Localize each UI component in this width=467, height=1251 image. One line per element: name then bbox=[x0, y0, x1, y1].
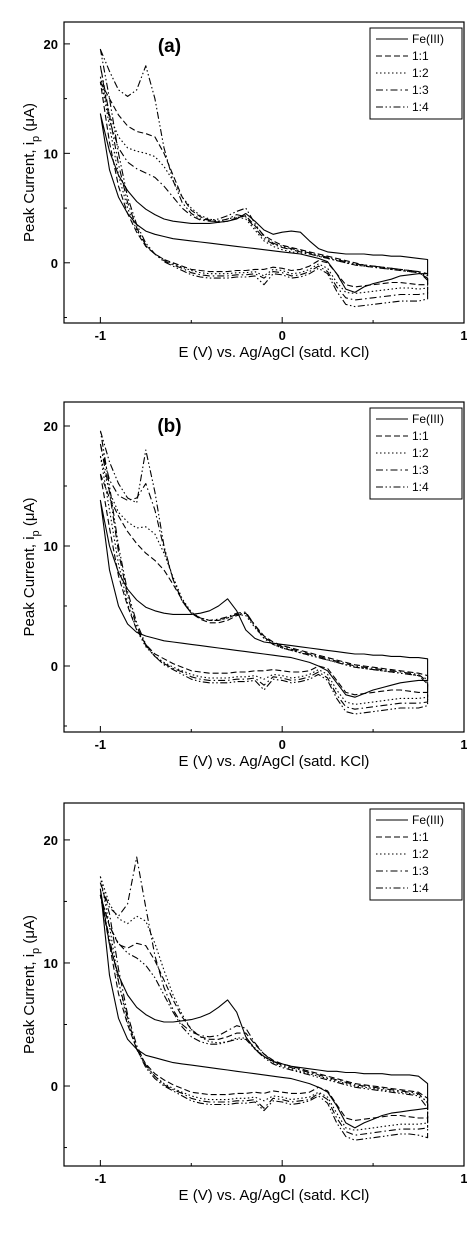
y-tick-label: 10 bbox=[44, 539, 58, 554]
y-axis-title-main: Peak Current, i bbox=[21, 536, 38, 636]
y-tick-label: 0 bbox=[51, 1079, 58, 1094]
y-axis-title-unit: (μA) bbox=[21, 103, 38, 136]
legend-label: 1:1 bbox=[412, 49, 429, 63]
y-tick-label: 0 bbox=[51, 256, 58, 271]
plot-frame bbox=[63, 802, 465, 1167]
plot-frame bbox=[63, 21, 465, 324]
series-line-5 bbox=[99, 894, 429, 1141]
legend: Fe(III) 1:1 1:2 1:3 1:4 bbox=[369, 27, 463, 120]
series-line-5 bbox=[99, 48, 429, 308]
y-tick-label: 0 bbox=[51, 659, 58, 674]
plot-frame bbox=[63, 401, 465, 733]
x-tick-label: -1 bbox=[95, 737, 107, 752]
y-tick-label: 10 bbox=[44, 146, 58, 161]
x-tick-label: 1 bbox=[460, 1171, 467, 1186]
y-axis-title: Peak Current, ip (μA) bbox=[21, 915, 42, 1054]
y-axis-title-unit: (μA) bbox=[21, 498, 38, 531]
y-axis-title-main: Peak Current, i bbox=[21, 954, 38, 1054]
legend-label: Fe(III) bbox=[412, 412, 444, 426]
series-line-3 bbox=[99, 76, 429, 294]
legend: Fe(III) 1:1 1:2 1:3 1:4 bbox=[369, 407, 463, 500]
panel-label: (a) bbox=[158, 36, 181, 57]
series-line-1 bbox=[99, 888, 429, 1129]
series-line-1 bbox=[99, 499, 429, 698]
legend-label: 1:1 bbox=[412, 429, 429, 443]
legend-label: 1:3 bbox=[412, 864, 429, 878]
legend-label: Fe(III) bbox=[412, 32, 444, 46]
legend-label: 1:3 bbox=[412, 83, 429, 97]
x-tick-label: -1 bbox=[95, 1171, 107, 1186]
x-tick-label: 1 bbox=[460, 737, 467, 752]
x-tick-label: 0 bbox=[279, 328, 286, 343]
y-axis-title-subscript: p bbox=[30, 530, 42, 536]
series-line-3 bbox=[99, 876, 429, 1131]
x-axis-title: E (V) vs. Ag/AgCl (satd. KCl) bbox=[179, 344, 370, 361]
series-line-1 bbox=[99, 113, 429, 293]
y-tick-label: 20 bbox=[44, 419, 58, 434]
series-line-2 bbox=[99, 473, 429, 696]
panel-label: (b) bbox=[157, 416, 181, 437]
legend-label: 1:4 bbox=[412, 480, 429, 494]
y-tick-label: 10 bbox=[44, 956, 58, 971]
legend-label: 1:1 bbox=[412, 830, 429, 844]
y-tick-label: 20 bbox=[44, 833, 58, 848]
y-axis-title: Peak Current, ip (μA) bbox=[21, 103, 42, 242]
x-tick-label: 1 bbox=[460, 328, 467, 343]
y-tick-label: 20 bbox=[44, 37, 58, 52]
series-line-5 bbox=[99, 430, 429, 715]
x-tick-label: 0 bbox=[279, 737, 286, 752]
series-line-4 bbox=[99, 65, 429, 301]
y-axis-title-subscript: p bbox=[30, 136, 42, 142]
series-line-4 bbox=[99, 856, 429, 1136]
legend-label: 1:2 bbox=[412, 446, 429, 460]
x-axis-title: E (V) vs. Ag/AgCl (satd. KCl) bbox=[179, 753, 370, 770]
legend-label: 1:2 bbox=[412, 66, 429, 80]
legend-label: Fe(III) bbox=[412, 813, 444, 827]
x-tick-label: -1 bbox=[95, 328, 107, 343]
legend-label: 1:4 bbox=[412, 100, 429, 114]
legend-label: 1:3 bbox=[412, 463, 429, 477]
x-tick-label: 0 bbox=[279, 1171, 286, 1186]
legend: Fe(III) 1:1 1:2 1:3 1:4 bbox=[369, 808, 463, 901]
y-axis-title-main: Peak Current, i bbox=[21, 142, 38, 242]
y-axis-title-subscript: p bbox=[30, 948, 42, 954]
y-axis-title-unit: (μA) bbox=[21, 915, 38, 948]
legend-label: 1:4 bbox=[412, 881, 429, 895]
y-axis-title: Peak Current, ip (μA) bbox=[21, 498, 42, 637]
legend-label: 1:2 bbox=[412, 847, 429, 861]
x-axis-title: E (V) vs. Ag/AgCl (satd. KCl) bbox=[179, 1187, 370, 1204]
